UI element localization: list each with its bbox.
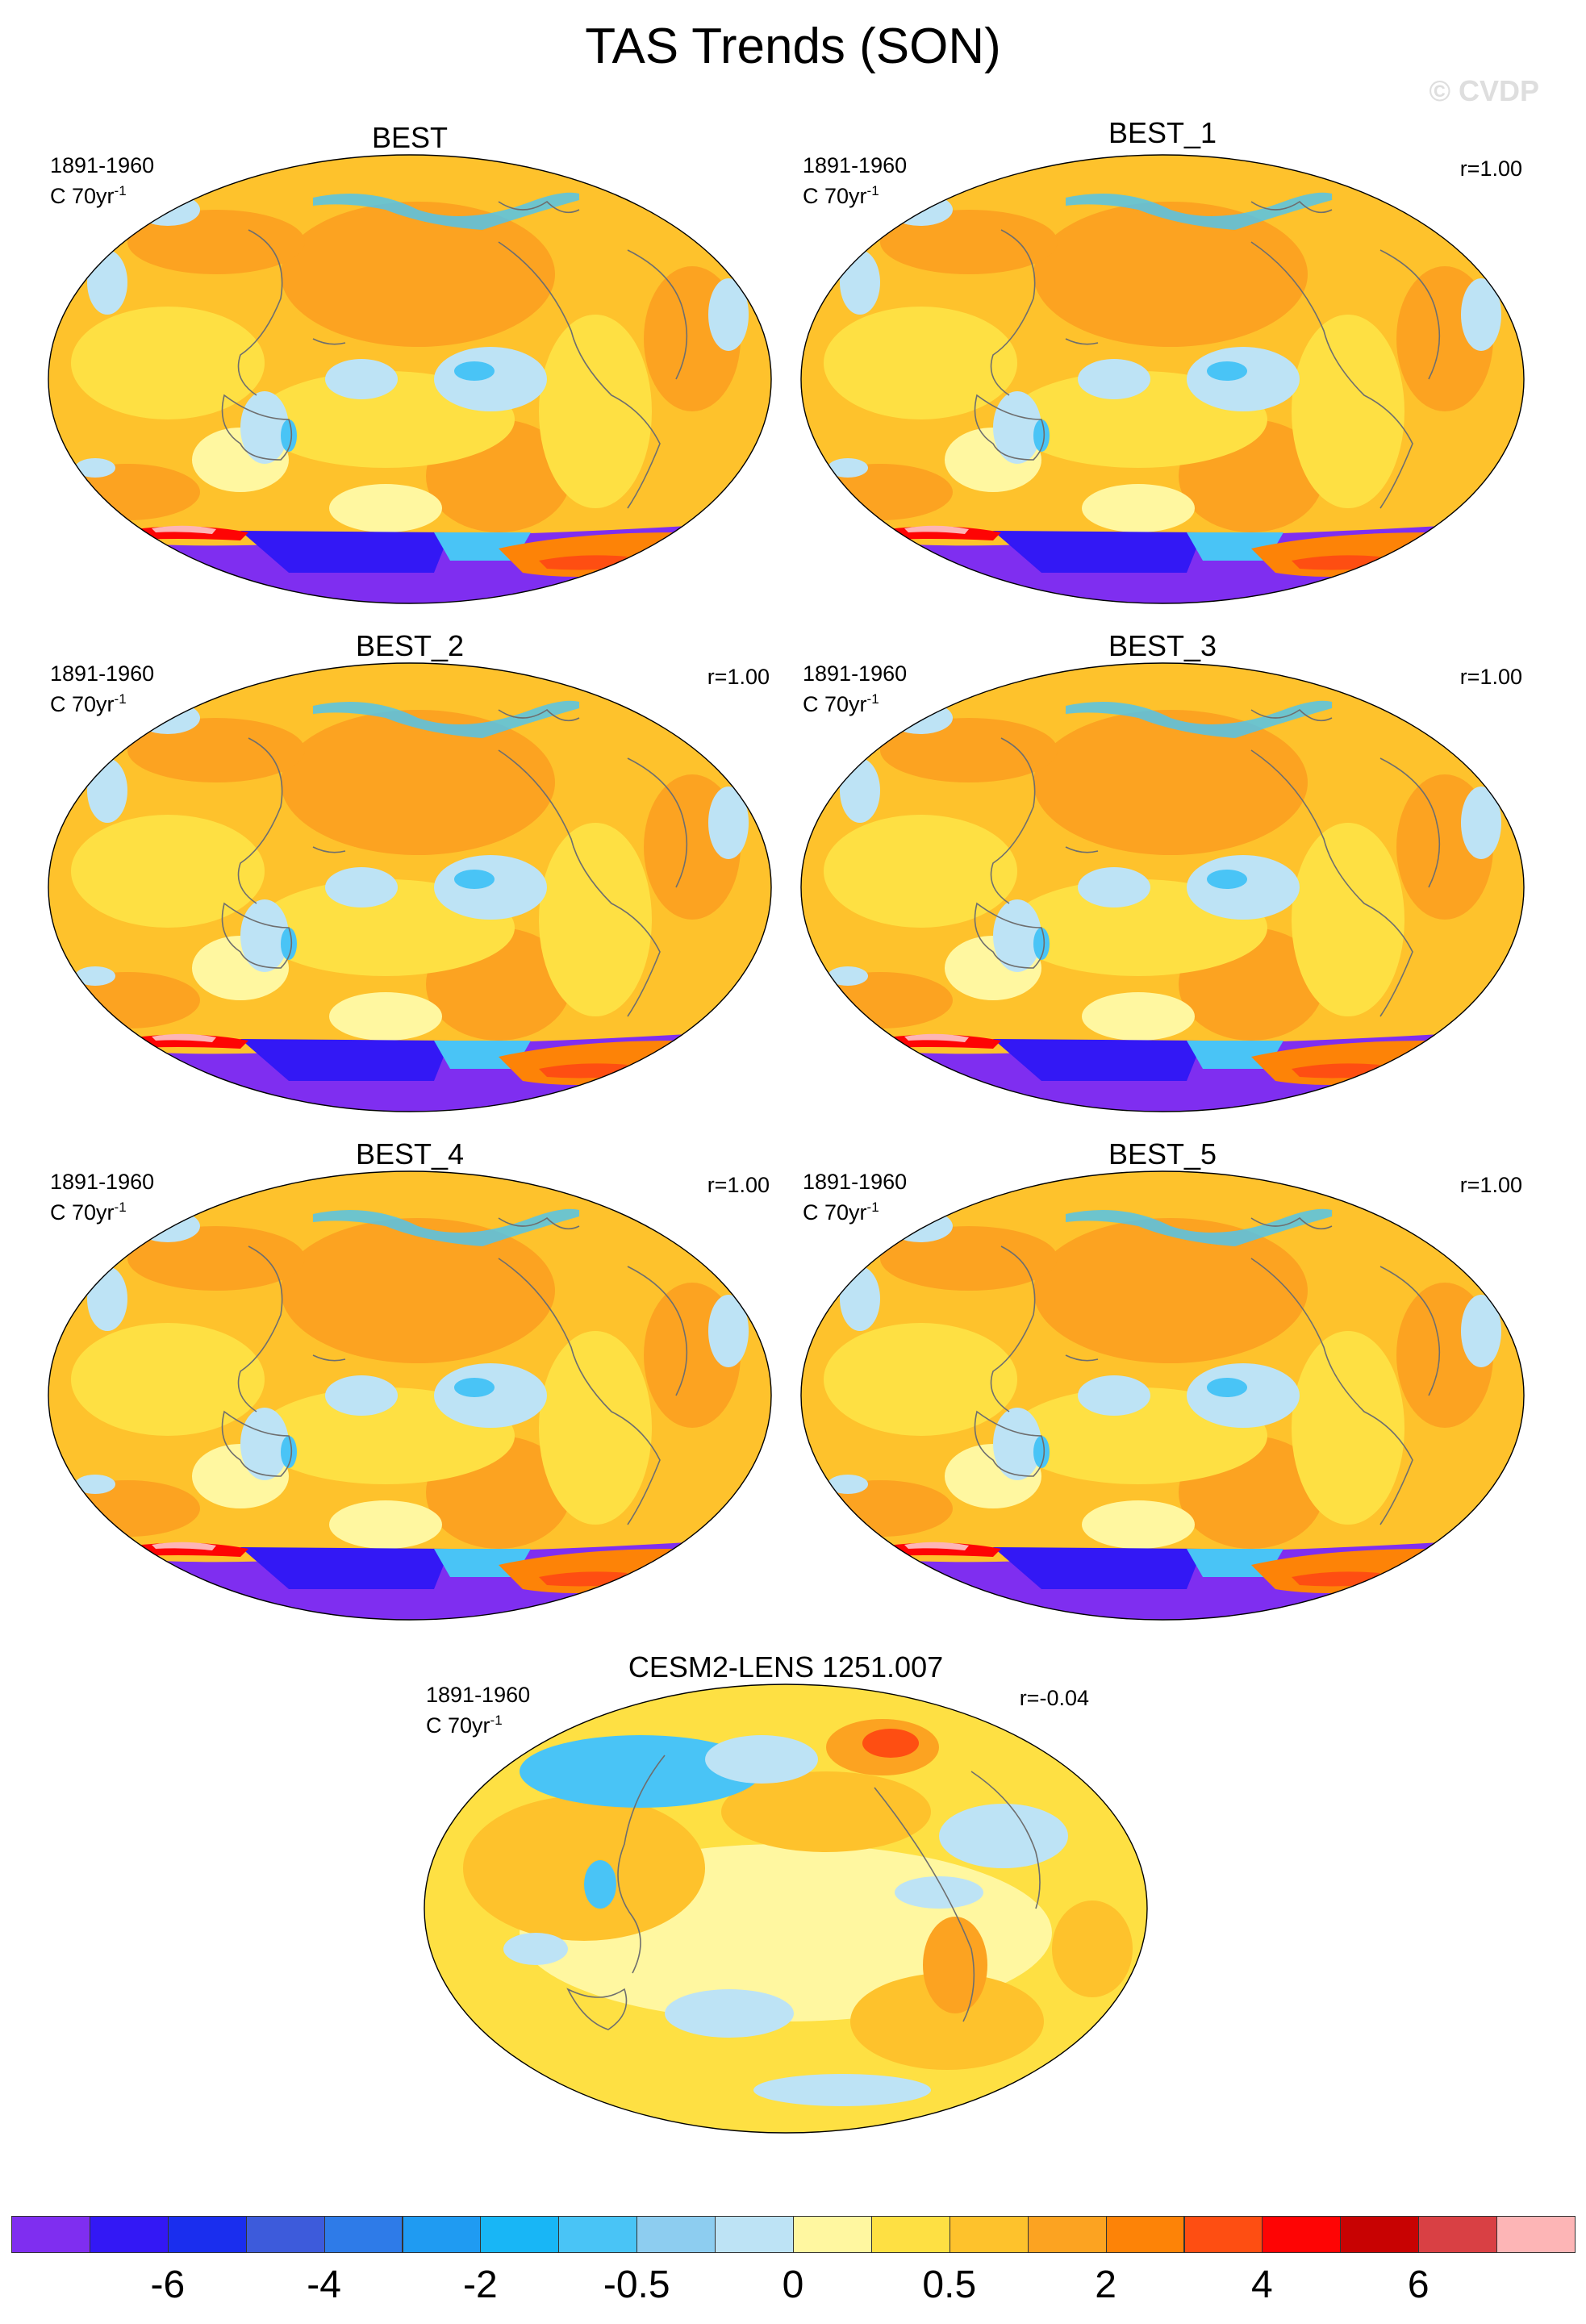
trend-map	[799, 153, 1525, 605]
panel-title: BEST_1	[1108, 116, 1217, 149]
period-years: 1891-1960	[50, 1170, 155, 1194]
map-panel-best-3: BEST_3 1891-1960 C 70yr-1 r=1.00	[799, 623, 1525, 1099]
colorbar-tick-label: 2	[1095, 2264, 1116, 2306]
period-years: 1891-1960	[803, 661, 908, 686]
units-exponent: -1	[114, 1200, 127, 1215]
colorbar-tick-label: 0.5	[922, 2264, 977, 2306]
period-years: 1891-1960	[50, 153, 155, 177]
units-label: C 70yr-1	[426, 1708, 530, 1738]
correlation-label: r=1.00	[1459, 156, 1522, 181]
units-exponent: -1	[866, 691, 879, 707]
period-years: 1891-1960	[803, 1170, 908, 1194]
panel-title: BEST_4	[355, 1137, 465, 1170]
trend-map	[47, 153, 773, 605]
units-label: C 70yr-1	[803, 686, 907, 717]
units-exponent: -1	[114, 691, 127, 707]
cvdp-watermark: © CVDP	[1429, 74, 1539, 107]
period-label: 1891-1960 C 70yr-1	[803, 661, 907, 717]
period-years: 1891-1960	[426, 1683, 531, 1707]
colorbar-swatch	[245, 2216, 325, 2253]
panel-title: CESM2-LENS 1251.007	[628, 1650, 944, 1684]
correlation-label: r=1.00	[707, 1173, 770, 1197]
period-label: 1891-1960 C 70yr-1	[50, 1170, 154, 1225]
colorbar-swatch	[949, 2216, 1029, 2253]
map-panel-best-1: BEST_1 1891-1960 C 70yr-1 r=1.00	[799, 115, 1525, 590]
units-text: C 70yr	[426, 1713, 490, 1738]
units-label: C 70yr-1	[50, 686, 154, 717]
units-text: C 70yr	[803, 692, 867, 716]
colorbar-swatch	[870, 2216, 950, 2253]
colorbar-swatch	[480, 2216, 560, 2253]
colorbar-swatch	[1262, 2216, 1342, 2253]
period-years: 1891-1960	[803, 153, 908, 177]
units-text: C 70yr	[50, 1200, 115, 1225]
colorbar-swatch	[793, 2216, 872, 2253]
units-text: C 70yr	[803, 1200, 867, 1225]
correlation-label: r=1.00	[1459, 665, 1522, 689]
colorbar-tick-label: 0	[782, 2264, 804, 2306]
correlation-label: r=1.00	[1459, 1173, 1522, 1197]
units-label: C 70yr-1	[50, 178, 154, 209]
correlation-label: r=1.00	[707, 665, 770, 689]
map-panel-best-5: BEST_5 1891-1960 C 70yr-1 r=1.00	[799, 1131, 1525, 1607]
colorbar-swatch	[1340, 2216, 1420, 2253]
colorbar-tick-label: -6	[150, 2264, 186, 2306]
colorbar-tick-label: -0.5	[603, 2264, 670, 2306]
period-label: 1891-1960 C 70yr-1	[803, 1170, 907, 1225]
period-label: 1891-1960 C 70yr-1	[50, 153, 154, 209]
period-label: 1891-1960 C 70yr-1	[426, 1683, 530, 1738]
map-panel-best: BEST 1891-1960 C 70yr-1	[47, 119, 773, 595]
colorbar-swatch	[636, 2216, 716, 2253]
colorbar-swatch	[1105, 2216, 1185, 2253]
map-panel-best-4: BEST_4 1891-1960 C 70yr-1 r=1.00	[47, 1131, 773, 1607]
trend-map	[47, 1170, 773, 1621]
colorbar-swatch	[558, 2216, 638, 2253]
units-label: C 70yr-1	[50, 1195, 154, 1225]
trend-map	[799, 1170, 1525, 1621]
colorbar-tick-label: -2	[463, 2264, 498, 2306]
period-label: 1891-1960 C 70yr-1	[803, 153, 907, 209]
colorbar-swatch	[1183, 2216, 1263, 2253]
trend-map	[47, 661, 773, 1113]
units-label: C 70yr-1	[803, 1195, 907, 1225]
colorbar-swatch	[1418, 2216, 1498, 2253]
colorbar-tick-label: 4	[1251, 2264, 1273, 2306]
colorbar-swatch	[11, 2216, 90, 2253]
colorbar-swatch	[167, 2216, 247, 2253]
colorbar-swatch	[1027, 2216, 1107, 2253]
units-label: C 70yr-1	[803, 178, 907, 209]
map-panel-best-2: BEST_2 1891-1960 C 70yr-1 r=1.00	[47, 623, 773, 1099]
colorbar-swatch	[89, 2216, 169, 2253]
colorbar-tick-label: -4	[307, 2264, 341, 2306]
trend-map	[799, 661, 1525, 1113]
units-text: C 70yr	[50, 184, 115, 208]
units-exponent: -1	[866, 183, 879, 198]
trend-map	[423, 1683, 1149, 2134]
units-text: C 70yr	[50, 692, 115, 716]
colorbar-swatch	[715, 2216, 794, 2253]
panel-title: BEST_3	[1108, 629, 1217, 662]
map-panel-cesm2-lens: CESM2-LENS 1251.007 1891-1960 C 70yr-1 r…	[423, 1644, 1149, 2120]
panel-title: BEST_2	[355, 629, 465, 662]
colorbar-swatch	[323, 2216, 403, 2253]
period-label: 1891-1960 C 70yr-1	[50, 661, 154, 717]
period-years: 1891-1960	[50, 661, 155, 686]
panel-title: BEST_5	[1108, 1137, 1217, 1170]
figure-title: TAS Trends (SON)	[585, 19, 1001, 74]
units-exponent: -1	[866, 1200, 879, 1215]
colorbar-swatch	[402, 2216, 482, 2253]
units-exponent: -1	[490, 1713, 503, 1728]
units-exponent: -1	[114, 183, 127, 198]
colorbar-tick-label: 6	[1407, 2264, 1429, 2306]
colorbar-swatch	[1496, 2216, 1576, 2253]
units-text: C 70yr	[803, 184, 867, 208]
correlation-label: r=-0.04	[1019, 1686, 1089, 1710]
panel-title: BEST	[371, 121, 449, 154]
